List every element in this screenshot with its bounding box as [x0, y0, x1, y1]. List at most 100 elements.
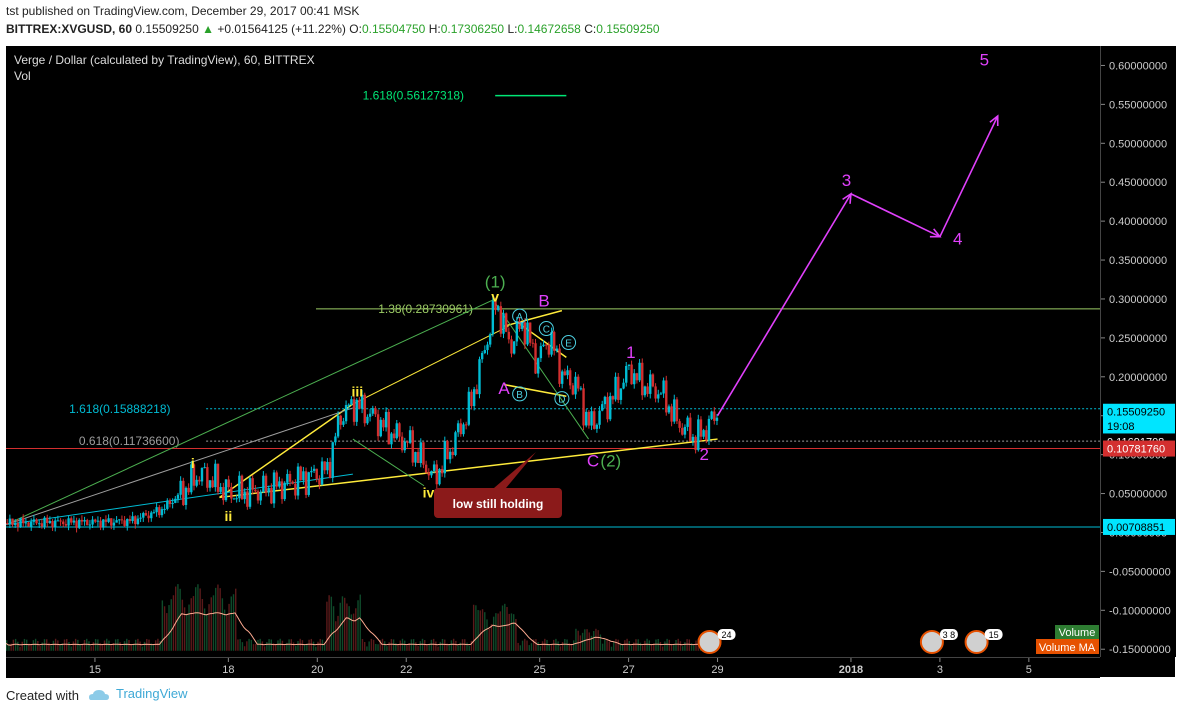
volume-bar	[301, 640, 304, 651]
hline-label-1: 1.38(0.28730961)	[378, 302, 473, 316]
volume-bar	[114, 639, 117, 651]
volume-bar	[19, 646, 21, 651]
candle-body	[611, 396, 615, 400]
volume-bar	[212, 595, 215, 651]
volume-bar	[686, 639, 688, 651]
volume-bar	[577, 630, 579, 651]
volume-bar	[335, 621, 337, 651]
volume-bar	[32, 640, 35, 651]
candle-body	[534, 343, 537, 374]
circle-text: D	[558, 395, 565, 406]
volume-bar	[521, 640, 524, 651]
volume-bar	[628, 640, 631, 651]
volume-bar	[357, 600, 359, 651]
volume-bar	[392, 639, 395, 651]
circled-label-1: B	[512, 386, 528, 402]
volume-bar	[315, 646, 317, 651]
callout-box	[434, 488, 562, 518]
iii-iv-line	[352, 438, 425, 487]
candle-body	[456, 423, 460, 433]
tradingview-brand[interactable]: TradingView	[88, 686, 188, 702]
time-tick-label: 22	[400, 664, 412, 676]
event-icon-0: 24	[697, 629, 736, 654]
candle-body	[251, 478, 254, 490]
volume-bar	[655, 639, 657, 651]
event-count-pill	[717, 629, 736, 640]
candle-body	[299, 466, 302, 481]
time-tick-label: 20	[311, 664, 323, 676]
volume-bar	[646, 638, 648, 651]
candle-body	[472, 389, 476, 407]
volume-bar	[26, 639, 28, 651]
volume-bar	[359, 594, 361, 651]
price-tick-label: 0.55000000	[1109, 99, 1167, 111]
wave-label-9: (2)	[600, 451, 621, 470]
retrace-line	[494, 302, 589, 440]
candle-body	[358, 399, 361, 409]
candle-body	[318, 479, 321, 485]
candle-body	[232, 498, 236, 500]
volume-bar	[281, 640, 284, 651]
wave-label-8: C	[587, 451, 599, 470]
volume-bar	[372, 639, 375, 651]
volume-bar	[486, 619, 488, 651]
volume-bar	[172, 595, 175, 651]
price-change: +0.01564125 (+11.22%)	[217, 22, 346, 36]
time-axis[interactable]: 15 18 20 22 25 27 29 2018 3 5	[6, 657, 1100, 678]
candle-body	[678, 421, 681, 428]
wave-label-0: (1)	[485, 272, 506, 291]
candle-body	[491, 300, 495, 335]
circled-label-3: D	[554, 391, 570, 407]
volume-ma-badge-label: Volume MA	[1039, 642, 1096, 654]
volume-bar	[237, 639, 239, 651]
volume-bar	[475, 605, 477, 651]
volume-bar	[488, 629, 490, 651]
volume-bar	[308, 639, 310, 651]
candle-body	[16, 523, 20, 527]
volume-bar	[79, 643, 81, 651]
volume-bar	[559, 646, 562, 651]
candle-body	[24, 522, 28, 524]
volume-bar	[192, 596, 195, 651]
volume-bar	[159, 640, 161, 651]
candle-body	[128, 518, 132, 522]
volume-bar	[137, 638, 139, 651]
up-arrow-icon: ▲	[202, 22, 215, 36]
candle-body	[558, 348, 561, 384]
volume-bar	[593, 631, 595, 651]
volume-bar	[510, 613, 513, 651]
candle-body	[248, 478, 252, 507]
volume-bar	[470, 640, 473, 651]
volume-bar	[497, 613, 499, 651]
candle-body	[40, 523, 44, 527]
volume-bar	[208, 604, 210, 651]
candle-body	[641, 362, 644, 396]
candle-body	[395, 423, 398, 439]
volume-bar	[595, 628, 597, 651]
volume-bar	[490, 624, 493, 651]
price-tag-3	[1103, 440, 1175, 457]
chart-pane[interactable]: Verge / Dollar (calculated by TradingVie…	[6, 46, 1100, 657]
candle-body	[657, 394, 660, 399]
wave-label-4: ii	[224, 508, 232, 524]
wave-label-11: 2	[699, 445, 708, 464]
volume-bar	[57, 640, 59, 651]
volume-bar	[68, 641, 70, 651]
candle-body	[302, 471, 305, 481]
candle-body	[633, 373, 636, 385]
chart-header: tst published on TradingView.com, Decemb…	[0, 0, 1181, 42]
volume-bar	[221, 598, 224, 651]
candle-body	[446, 441, 449, 460]
volume-bar	[610, 646, 613, 651]
price-tick-label: 0.20000000	[1109, 372, 1167, 384]
chart-canvas[interactable]: Verge / Dollar (calculated by TradingVie…	[6, 46, 1100, 657]
price-axis[interactable]: 0.60000000 0.55000000 0.50000000 0.45000000…	[1100, 46, 1176, 657]
volume-bar	[288, 639, 290, 651]
volume-bar	[28, 643, 30, 651]
candle-body	[168, 500, 172, 505]
price-tick-label: 0.60000000	[1109, 60, 1167, 72]
candle-body	[550, 332, 553, 355]
volume-bar	[88, 641, 90, 651]
candle-body	[427, 472, 430, 476]
candle-body	[200, 467, 204, 482]
